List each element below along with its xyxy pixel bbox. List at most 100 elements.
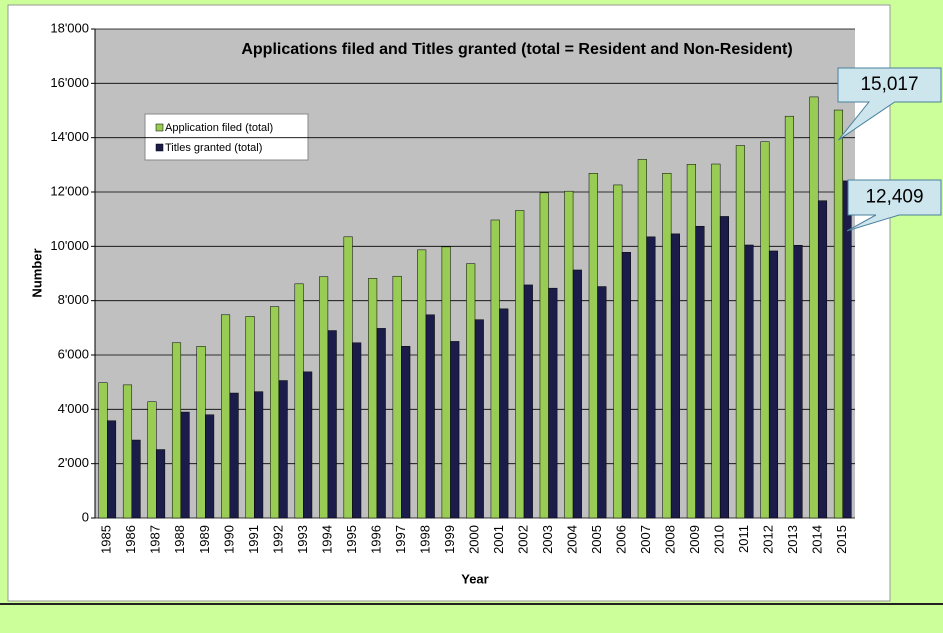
callout [846, 179, 942, 232]
bar [327, 330, 337, 519]
x-tick-label: 2009 [687, 525, 702, 554]
y-tick-label: 0 [82, 509, 89, 524]
bar [122, 384, 133, 519]
bar [368, 278, 378, 519]
bar [670, 233, 680, 519]
y-tick-label: 8'000 [58, 292, 89, 307]
bar [254, 391, 264, 519]
bar [646, 236, 656, 519]
bar [564, 190, 574, 519]
bar [156, 449, 166, 519]
legend-label: Application filed (total) [165, 122, 273, 134]
bar [441, 246, 451, 519]
bar [147, 401, 157, 519]
x-tick-label: 1988 [172, 525, 187, 554]
x-tick-label: 1991 [246, 525, 261, 554]
bar [245, 316, 255, 519]
legend-swatch [155, 123, 164, 132]
y-tick-label: 16'000 [50, 75, 89, 90]
bar [425, 314, 435, 519]
bar [515, 210, 525, 519]
bar [196, 346, 206, 519]
x-tick-label: 1992 [270, 525, 285, 554]
bar [401, 346, 411, 519]
bar [131, 439, 141, 519]
callout [837, 67, 942, 141]
bar [548, 287, 558, 519]
x-tick-label: 2011 [736, 525, 751, 553]
bar [417, 249, 427, 519]
bar [817, 200, 828, 519]
chart-title: Applications filed and Titles granted (t… [241, 41, 792, 58]
y-tick-label: 10'000 [50, 238, 89, 253]
x-tick-label: 2014 [810, 525, 825, 554]
x-tick-label: 2010 [712, 525, 727, 554]
bar [784, 115, 794, 519]
bar [278, 380, 288, 519]
bar [793, 244, 803, 519]
x-tick-label: 1999 [442, 525, 457, 554]
data-label: 15,017 [860, 74, 918, 95]
bottom-edge [0, 603, 943, 605]
x-tick-label: 2003 [540, 525, 555, 554]
bar [744, 244, 754, 519]
y-tick-label: 4'000 [58, 401, 89, 416]
bar [270, 306, 280, 519]
y-tick-label: 14'000 [50, 129, 89, 144]
bar [294, 283, 304, 519]
x-tick-label: 1997 [393, 525, 408, 554]
x-tick-label: 2005 [589, 525, 604, 554]
bar [171, 342, 182, 519]
bar [735, 145, 745, 519]
bar [768, 250, 779, 519]
legend [144, 113, 309, 161]
bar [98, 382, 108, 519]
bar [686, 164, 696, 519]
bar [499, 308, 509, 519]
x-tick-label: 2002 [515, 525, 530, 554]
bar [450, 341, 460, 519]
y-axis-label: Number [29, 248, 44, 297]
x-tick-label: 2008 [663, 525, 678, 554]
legend-label: Titles granted (total) [165, 142, 262, 154]
x-tick-label: 2012 [761, 525, 776, 554]
bar [613, 184, 623, 519]
bar [474, 319, 484, 519]
bar [229, 392, 239, 519]
bar [539, 192, 549, 519]
x-tick-label: 1993 [295, 525, 310, 554]
bar [833, 109, 843, 519]
bar [809, 96, 819, 519]
data-label: 12,409 [865, 187, 923, 208]
bar [319, 276, 329, 519]
legend-swatch [155, 143, 164, 152]
bar [637, 159, 647, 519]
bar [303, 371, 313, 519]
bar [760, 141, 770, 519]
x-tick-label: 1985 [99, 525, 114, 554]
bar [662, 173, 672, 519]
x-axis-label: Year [461, 571, 488, 586]
bar [107, 420, 117, 519]
x-tick-label: 2006 [614, 525, 629, 554]
x-tick-label: 1989 [197, 525, 212, 554]
bar [180, 411, 190, 519]
bar [711, 163, 721, 519]
bar [588, 173, 598, 519]
x-tick-label: 1990 [221, 525, 236, 554]
x-tick-label: 1987 [148, 525, 163, 554]
y-tick-label: 6'000 [58, 346, 89, 361]
bar [221, 314, 231, 519]
y-tick-label: 18'000 [50, 20, 89, 35]
x-tick-label: 2000 [466, 525, 481, 554]
y-tick-label: 2'000 [58, 455, 89, 470]
y-tick-label: 12'000 [50, 183, 89, 198]
x-tick-label: 1995 [344, 525, 359, 554]
x-tick-label: 1986 [123, 525, 138, 554]
bar [352, 342, 362, 519]
bar [376, 328, 386, 519]
bar [621, 252, 631, 519]
bar [842, 180, 852, 519]
